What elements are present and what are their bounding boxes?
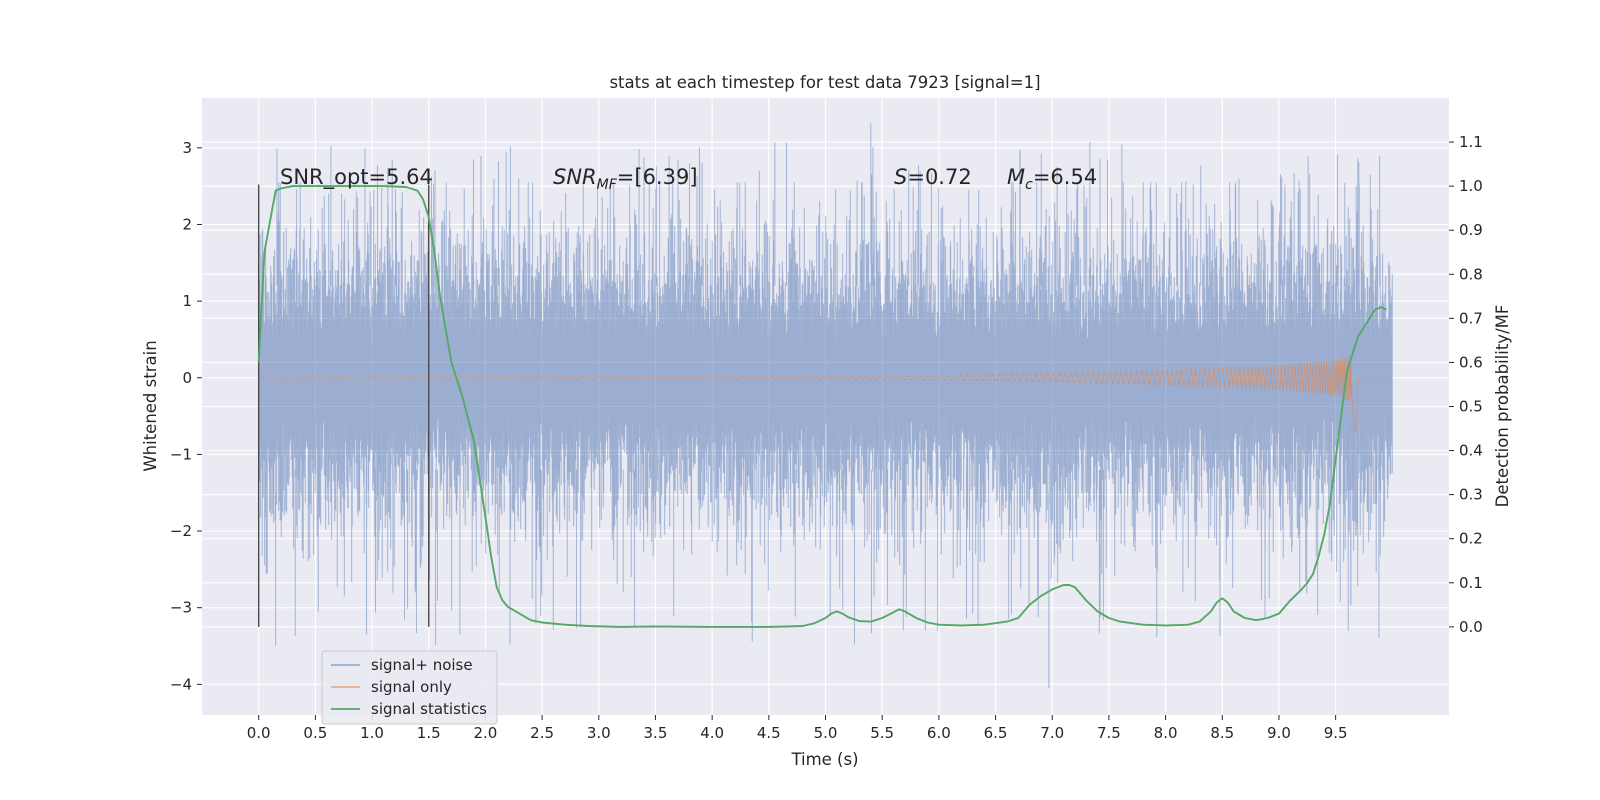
y-right-tick-label-3: 0.8	[1459, 265, 1483, 283]
x-tick-label-1: 0.5	[303, 724, 327, 742]
marker-lines	[257, 184, 430, 627]
annotation-snr-opt: SNR_opt=5.64	[280, 165, 433, 190]
y-right-tick-label-10: 0.1	[1459, 574, 1483, 592]
y-right-tick-label-1: 1.0	[1459, 177, 1483, 195]
x-tick-label-4: 2.0	[473, 724, 497, 742]
x-tick-label-7: 3.5	[644, 724, 668, 742]
y-right-axis-label: Detection probability/MF	[1493, 305, 1512, 508]
y-tick-label-0: 3	[182, 139, 192, 157]
annotation-snr-mf: SNRMF=[6.39]	[553, 165, 698, 193]
legend-label-signal-only: signal only	[371, 678, 452, 696]
y-right-tick-label-9: 0.2	[1459, 530, 1483, 548]
annotation-mc: Mc=6.54	[1007, 165, 1097, 193]
x-tick-label-19: 9.5	[1324, 724, 1348, 742]
y-axis-label: Whitened strain	[141, 340, 160, 471]
y-right-tick-label-0: 1.1	[1459, 133, 1483, 151]
legend-box	[321, 650, 498, 725]
chart-title: stats at each timestep for test data 792…	[609, 73, 1040, 92]
x-tick-label-16: 8.0	[1154, 724, 1178, 742]
signal-statistics-line	[257, 185, 1387, 628]
annotations: SNR_opt=5.64 SNRMF=[6.39] S=0.72 Mc=6.54	[280, 165, 1097, 193]
y-right-tick-label-4: 0.7	[1459, 309, 1483, 327]
x-tick-label-14: 7.0	[1040, 724, 1064, 742]
x-tick-label-15: 7.5	[1097, 724, 1121, 742]
x-tick-label-8: 4.0	[700, 724, 724, 742]
x-tick-label-2: 1.0	[360, 724, 384, 742]
y-tick-label-6: −3	[170, 599, 192, 617]
signal-only-trace	[258, 354, 1392, 433]
x-tick-label-12: 6.0	[927, 724, 951, 742]
y-tick-labels: 3 2 1 0 −1 −2 −3 −4	[170, 139, 202, 693]
x-tick-label-13: 6.5	[984, 724, 1008, 742]
legend-label-signal-statistics: signal statistics	[371, 700, 487, 718]
y-tick-label-4: −1	[170, 445, 192, 463]
y-right-tick-labels: 1.1 1.0 0.9 0.8 0.7 0.6 0.5 0.4 0.3 0.2 0.1 0.0	[1449, 133, 1483, 636]
x-tick-label-3: 1.5	[417, 724, 441, 742]
x-tick-label-17: 8.5	[1210, 724, 1234, 742]
y-tick-label-3: 0	[182, 369, 192, 387]
y-right-tick-label-7: 0.4	[1459, 442, 1483, 460]
x-tick-label-0: 0.0	[247, 724, 271, 742]
series-signal-only	[258, 354, 1392, 433]
x-axis-label: Time (s)	[790, 750, 858, 769]
y-right-tick-label-11: 0.0	[1459, 618, 1483, 636]
y-right-tick-label-8: 0.3	[1459, 486, 1483, 504]
series-signal-statistics	[257, 185, 1387, 628]
y-right-tick-label-5: 0.6	[1459, 353, 1483, 371]
x-tick-label-18: 9.0	[1267, 724, 1291, 742]
legend: signal+ noise signal only signal statist…	[321, 650, 498, 725]
y-right-tick-label-2: 0.9	[1459, 221, 1483, 239]
y-tick-label-1: 2	[182, 215, 192, 233]
y-right-tick-label-6: 0.5	[1459, 398, 1483, 416]
x-tick-label-10: 5.0	[814, 724, 838, 742]
x-tick-labels: 0.0 0.5 1.0 1.5 2.0 2.5 3.0 3.5 4.0 4.5 5.0 5.5 6.0 6…	[247, 715, 1348, 742]
x-tick-label-11: 5.5	[870, 724, 894, 742]
legend-label-signal-noise: signal+ noise	[371, 656, 473, 674]
x-tick-label-9: 4.5	[757, 724, 781, 742]
y-tick-label-2: 1	[182, 292, 192, 310]
y-tick-label-5: −2	[170, 522, 192, 540]
y-tick-label-7: −4	[170, 675, 192, 693]
annotation-s: S=0.72	[894, 165, 972, 189]
x-tick-label-5: 2.5	[530, 724, 554, 742]
x-tick-label-6: 3.0	[587, 724, 611, 742]
